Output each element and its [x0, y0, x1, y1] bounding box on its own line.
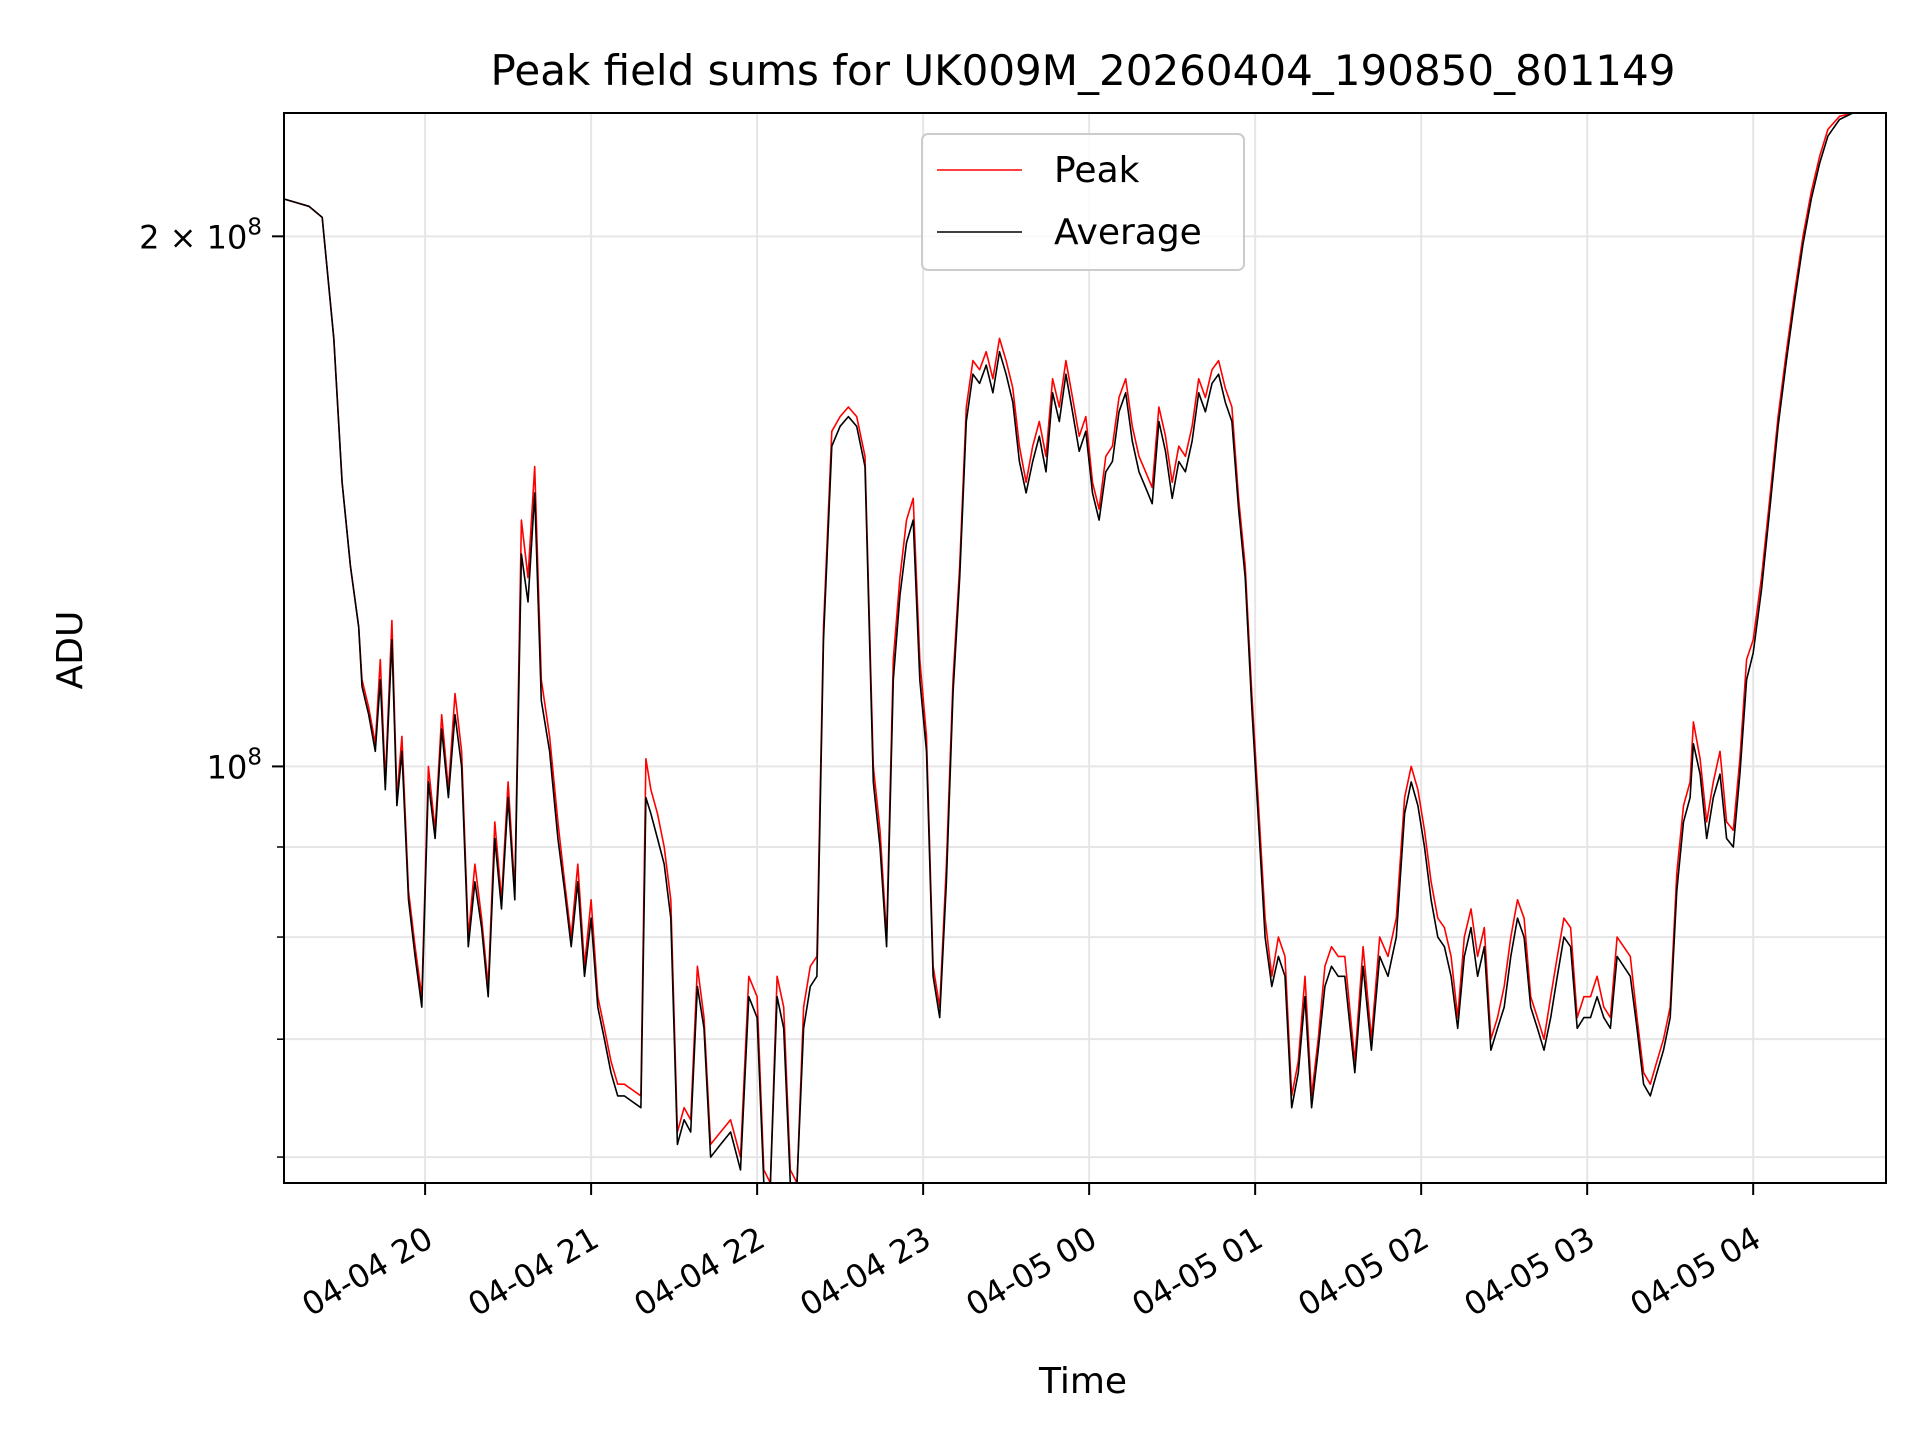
legend-peak-label: Peak — [1054, 150, 1140, 191]
series-line-average — [283, 112, 1886, 1184]
plot-series — [283, 112, 1886, 1184]
legend-average-label: Average — [1054, 212, 1202, 253]
legend-box — [921, 133, 1245, 271]
y-tick-label: 108 — [207, 744, 262, 786]
chart-title: Peak field sums for UK009M_20260404_1908… — [491, 46, 1676, 95]
x-axis-label: Time — [1038, 1361, 1127, 1402]
y-axis-ticks: 108 2 × 108 — [139, 214, 284, 1158]
series-line-peak — [283, 112, 1886, 1184]
y-axis-label: ADU — [50, 611, 91, 690]
plot-area-frame — [283, 112, 1887, 1184]
legend: Peak Average — [921, 133, 1245, 271]
y-tick-label: 2 × 108 — [139, 214, 262, 256]
